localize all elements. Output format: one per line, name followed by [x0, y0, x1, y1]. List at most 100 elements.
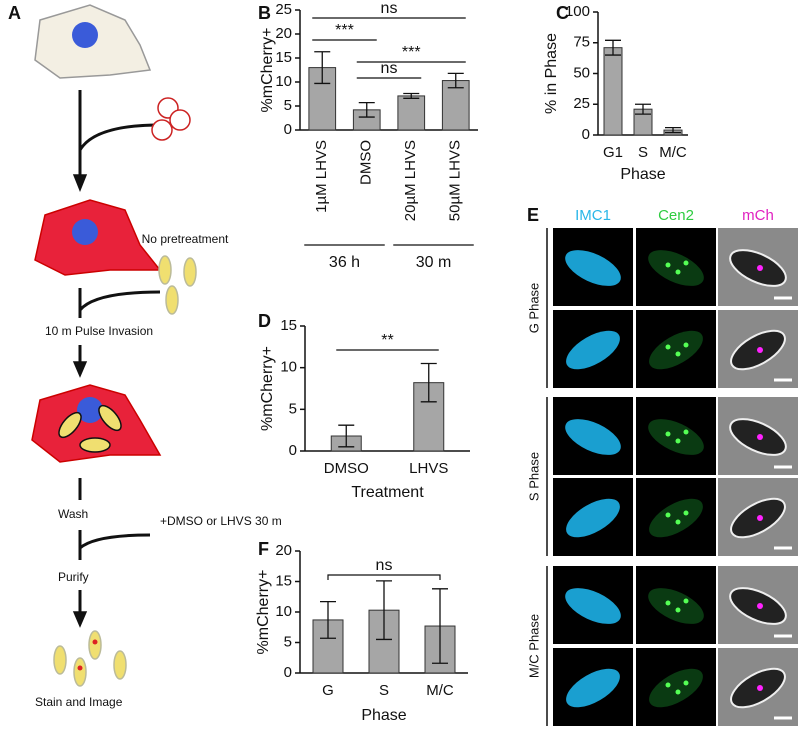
x-tick-label: 1µM LHVS [313, 140, 330, 213]
cell [565, 419, 621, 455]
bar [397, 95, 426, 131]
step-label: Stain and Image [35, 695, 123, 709]
error-bar [403, 92, 420, 99]
y-tick-label: 5 [284, 633, 292, 650]
error-bar [665, 126, 681, 134]
cell [648, 588, 704, 624]
spot [675, 689, 681, 695]
significance-label: *** [402, 44, 421, 61]
spot [683, 429, 689, 435]
y-tick-label: 0 [582, 126, 590, 143]
y-tick-label: 0 [284, 664, 292, 681]
bar [441, 80, 470, 131]
spot [683, 598, 689, 604]
x-tick-label: LHVS [409, 460, 448, 477]
x-tick-label: S [379, 682, 389, 699]
cell [649, 330, 703, 370]
error-bar [376, 580, 392, 641]
error-bar [420, 362, 437, 403]
bar [603, 47, 623, 136]
spot [675, 269, 681, 275]
spot [683, 680, 689, 686]
significance-label: ns [376, 557, 393, 574]
spot [757, 265, 763, 271]
cell [566, 498, 620, 538]
step-label: Purify [58, 570, 89, 584]
cell [566, 330, 620, 370]
x-axis-label: Phase [620, 166, 665, 183]
significance-label: *** [335, 22, 354, 39]
y-tick-label: 15 [280, 317, 297, 334]
spot [675, 519, 681, 525]
error-bar [447, 72, 464, 89]
y-axis-label: %mCherry+ [255, 570, 272, 655]
x-axis-label: Treatment [351, 484, 424, 501]
spot [665, 600, 671, 606]
x-tick-label: DMSO [358, 140, 375, 185]
spot [683, 510, 689, 516]
row-label: M/C Phase [526, 614, 541, 678]
cell [649, 498, 703, 538]
significance-label: ns [381, 0, 398, 17]
y-axis-label: % in Phase [543, 33, 560, 114]
cell [565, 588, 621, 624]
x-tick-label: DMSO [324, 460, 369, 477]
panel-label: D [258, 311, 271, 331]
cell [565, 250, 621, 286]
error-bar [314, 51, 331, 85]
x-tick-label: M/C [426, 682, 454, 699]
error-bar [358, 101, 375, 118]
x-tick-label: G [322, 682, 334, 699]
panel-label: E [527, 205, 539, 225]
y-tick-label: 20 [275, 542, 292, 559]
spot [757, 685, 763, 691]
y-axis-label: %mCherry+ [259, 28, 276, 113]
y-tick-label: 20 [275, 25, 292, 42]
y-tick-label: 100 [565, 3, 590, 20]
y-tick-label: 50 [573, 64, 590, 81]
panel-label: F [258, 539, 269, 559]
panel-label: A [8, 3, 21, 23]
significance-label: ** [381, 332, 393, 349]
y-tick-label: 10 [280, 359, 297, 376]
panel-label: C [556, 3, 569, 23]
spot [683, 260, 689, 266]
spot [665, 431, 671, 437]
error-bar [320, 600, 336, 639]
step-label: +DMSO or LHVS 30 m [160, 514, 282, 528]
x-tick-label: S [638, 144, 648, 161]
row-label: S Phase [526, 452, 541, 501]
y-tick-label: 0 [284, 121, 292, 138]
y-tick-label: 10 [275, 603, 292, 620]
spot [683, 342, 689, 348]
y-tick-label: 15 [275, 572, 292, 589]
column-label: IMC1 [575, 207, 611, 224]
spot [665, 262, 671, 268]
y-tick-label: 0 [289, 442, 297, 459]
y-tick-label: 10 [275, 73, 292, 90]
step-label: Wash [58, 507, 88, 521]
x-tick-label: 50µM LHVS [447, 140, 464, 221]
x-tick-label: G1 [603, 144, 623, 161]
x-tick-label: 20µM LHVS [402, 140, 419, 221]
spot [757, 434, 763, 440]
bar [368, 609, 400, 674]
y-tick-label: 5 [284, 97, 292, 114]
cell [649, 668, 703, 708]
y-tick-label: 25 [275, 1, 292, 18]
step-label: No pretreatment [142, 232, 229, 246]
spot [665, 682, 671, 688]
cell [648, 250, 704, 286]
spot [757, 603, 763, 609]
error-bar [432, 588, 448, 664]
spot [675, 438, 681, 444]
schematic [31, 4, 197, 687]
spot [757, 347, 763, 353]
spot [665, 344, 671, 350]
x-axis-label: Phase [361, 707, 406, 724]
spot [757, 515, 763, 521]
error-bar [635, 103, 651, 115]
y-tick-label: 5 [289, 400, 297, 417]
y-tick-label: 25 [573, 95, 590, 112]
